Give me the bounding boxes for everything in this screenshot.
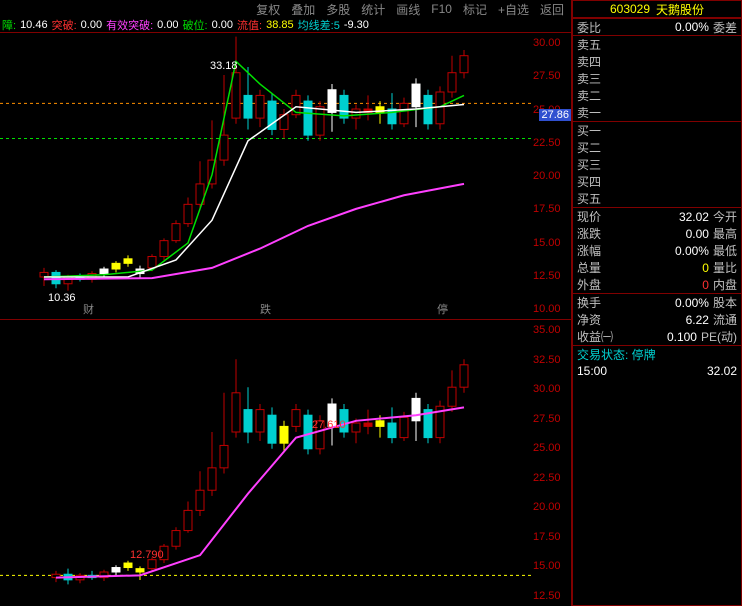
stat-row: 收益㈠0.100PE(动): [572, 328, 742, 345]
svg-text:27.610: 27.610: [312, 419, 346, 431]
toolbar-叠加[interactable]: 叠加: [286, 1, 320, 18]
stock-title: 603029 天鹅股份: [572, 0, 742, 18]
ask-row: 卖一: [572, 104, 742, 121]
quote-row: 涨幅0.00%最低: [572, 242, 742, 259]
quote-row: 外盘0内盘: [572, 276, 742, 293]
price-tag: 27.86: [539, 109, 571, 121]
bid-row: 买一: [572, 122, 742, 139]
bid-row: 买三: [572, 156, 742, 173]
toolbar: 复权叠加多股统计画线F10标记+自选返回: [0, 0, 571, 18]
toolbar-标记[interactable]: 标记: [458, 1, 492, 18]
toolbar-多股[interactable]: 多股: [321, 1, 355, 18]
bid-row: 买四: [572, 173, 742, 190]
toolbar-+自选[interactable]: +自选: [493, 1, 534, 18]
side-panel: 603029 天鹅股份 委比 0.00% 委差 卖五卖四卖三卖二卖一 买一买二买…: [572, 0, 742, 606]
toolbar-统计[interactable]: 统计: [356, 1, 390, 18]
toolbar-画线[interactable]: 画线: [391, 1, 425, 18]
toolbar-返回[interactable]: 返回: [535, 1, 569, 18]
svg-text:33.18: 33.18: [210, 60, 238, 72]
ask-row: 卖三: [572, 70, 742, 87]
toolbar-F10[interactable]: F10: [426, 2, 457, 16]
weibi-row: 委比 0.00% 委差: [572, 18, 742, 35]
time-row: 15:00 32.02: [572, 362, 742, 379]
stock-name: 天鹅股份: [656, 1, 704, 18]
quote-row: 总量0量比: [572, 259, 742, 276]
quote-row: 涨跌0.00最高: [572, 225, 742, 242]
chart-bottom[interactable]: 12.79027.610 35.0032.5030.0027.5025.0022…: [0, 319, 571, 606]
stock-code: 603029: [610, 2, 650, 16]
stat-row: 换手0.00%股本: [572, 294, 742, 311]
quote-row: 现价32.02今开: [572, 208, 742, 225]
ask-row: 卖四: [572, 53, 742, 70]
stat-row: 净资6.22流通: [572, 311, 742, 328]
ask-row: 卖二: [572, 87, 742, 104]
status-row: 交易状态: 停牌: [572, 345, 742, 362]
svg-text:12.790: 12.790: [130, 549, 164, 561]
toolbar-复权[interactable]: 复权: [251, 1, 285, 18]
chart-top[interactable]: 33.1810.36 30.0027.5025.0022.5020.0017.5…: [0, 32, 571, 319]
bid-row: 买五: [572, 190, 742, 207]
ask-row: 卖五: [572, 36, 742, 53]
bid-row: 买二: [572, 139, 742, 156]
info-bar: 障:10.46突破:0.00有效突破:0.00破位:0.00流值:38.85均线…: [0, 18, 571, 32]
